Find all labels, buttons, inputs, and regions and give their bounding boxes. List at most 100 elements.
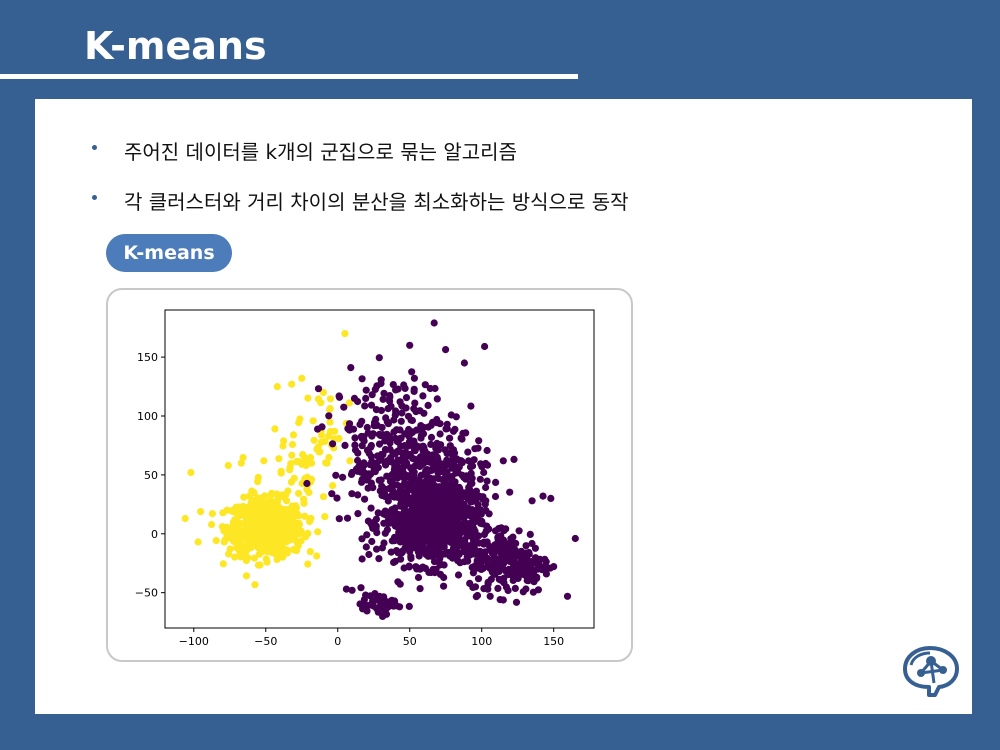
data-point xyxy=(482,527,490,535)
data-point xyxy=(440,510,448,519)
data-point xyxy=(436,559,444,567)
data-point xyxy=(413,534,421,542)
data-point xyxy=(288,451,296,459)
data-point xyxy=(251,513,259,521)
data-point xyxy=(462,472,471,480)
data-point xyxy=(362,386,370,394)
data-point xyxy=(257,527,265,535)
data-point xyxy=(424,450,432,458)
data-point xyxy=(352,465,361,473)
data-point xyxy=(432,545,440,553)
data-point xyxy=(378,595,386,603)
data-point xyxy=(433,474,441,482)
data-point xyxy=(492,478,500,486)
data-point xyxy=(354,491,362,499)
data-point xyxy=(401,384,409,392)
data-point xyxy=(416,483,424,491)
data-point xyxy=(392,547,401,555)
data-point xyxy=(424,509,432,517)
data-point xyxy=(408,416,416,425)
data-point xyxy=(465,457,473,465)
data-point xyxy=(306,453,315,462)
title-underline xyxy=(0,74,578,79)
data-point xyxy=(451,544,459,552)
data-point xyxy=(467,492,475,500)
data-point xyxy=(474,575,483,583)
data-point xyxy=(326,418,334,426)
data-point xyxy=(272,520,280,528)
data-point xyxy=(466,497,474,505)
data-point xyxy=(445,509,453,517)
data-point xyxy=(511,561,519,570)
data-point xyxy=(571,534,579,543)
data-point xyxy=(464,448,472,456)
data-point xyxy=(414,509,422,517)
data-point xyxy=(433,519,442,527)
data-point xyxy=(314,385,323,393)
data-point xyxy=(402,473,410,481)
data-point xyxy=(447,480,455,488)
data-point xyxy=(381,511,389,519)
data-point xyxy=(394,385,402,393)
data-point xyxy=(482,459,490,468)
data-point xyxy=(405,438,413,446)
data-point xyxy=(480,468,488,477)
plot-frame xyxy=(164,309,595,629)
data-point xyxy=(377,450,385,459)
data-point xyxy=(302,533,310,541)
data-point xyxy=(499,457,507,465)
data-point xyxy=(407,483,415,491)
data-point xyxy=(421,532,429,540)
bullet-text: 각 클러스터와 거리 차이의 분산을 최소화하는 방식으로 동작 xyxy=(124,190,629,214)
data-point xyxy=(317,399,325,407)
data-point xyxy=(360,596,368,604)
data-point xyxy=(394,456,402,464)
data-point xyxy=(410,374,418,382)
series-2 xyxy=(303,319,579,620)
data-point xyxy=(366,592,374,600)
data-point xyxy=(449,446,457,454)
data-point xyxy=(348,490,356,498)
data-point xyxy=(237,520,245,528)
data-point xyxy=(466,463,475,471)
data-point xyxy=(483,477,491,485)
data-point xyxy=(472,517,481,525)
data-point xyxy=(505,565,513,573)
data-point xyxy=(223,529,231,537)
data-point xyxy=(405,425,413,434)
data-point xyxy=(309,417,317,425)
data-point xyxy=(293,458,301,466)
data-point xyxy=(398,409,406,417)
data-point xyxy=(386,397,394,405)
data-point xyxy=(380,489,388,497)
data-point xyxy=(375,354,383,362)
data-point xyxy=(411,495,419,503)
data-point xyxy=(477,506,485,514)
data-point xyxy=(402,394,411,402)
slide-title: K-means xyxy=(84,24,267,68)
data-point xyxy=(386,445,394,453)
data-point xyxy=(519,588,527,596)
data-point xyxy=(381,529,389,537)
data-point xyxy=(319,493,328,501)
data-point xyxy=(454,469,462,477)
data-point xyxy=(225,550,233,558)
data-point xyxy=(260,457,268,465)
data-point xyxy=(335,435,343,443)
data-point xyxy=(232,509,240,517)
data-point xyxy=(341,330,349,338)
data-point xyxy=(474,444,482,452)
data-point xyxy=(289,431,298,439)
data-point xyxy=(329,482,337,490)
data-point xyxy=(282,529,290,537)
data-point xyxy=(382,434,390,442)
data-point xyxy=(401,544,409,552)
data-point xyxy=(325,453,333,462)
data-point xyxy=(283,546,291,554)
data-point xyxy=(367,504,375,512)
data-point xyxy=(408,520,416,528)
data-point xyxy=(394,438,402,446)
data-point xyxy=(424,502,432,510)
data-point xyxy=(181,514,189,523)
data-point xyxy=(354,397,362,406)
